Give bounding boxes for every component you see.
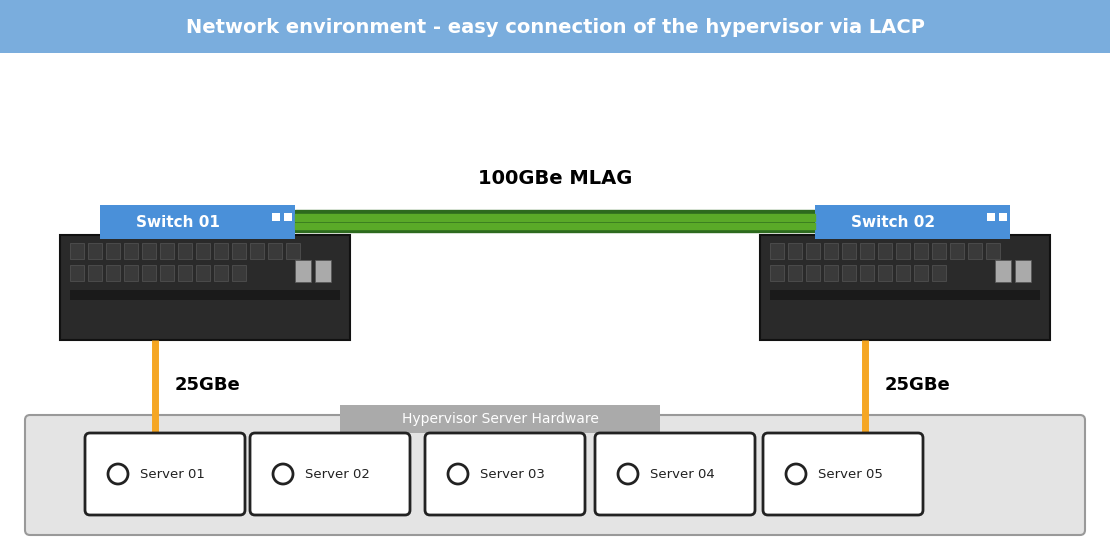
Bar [60,235,350,340]
Text: Server 03: Server 03 [480,468,545,481]
Text: Server 05: Server 05 [818,468,882,481]
Bar [286,243,300,259]
Bar [986,243,1000,259]
Bar [788,265,803,281]
Bar [272,213,280,221]
Bar [268,243,282,259]
Bar [178,265,192,281]
Bar [815,205,1010,239]
Text: Server 02: Server 02 [305,468,370,481]
Bar [896,243,910,259]
Bar [760,235,1050,340]
Bar [100,205,295,239]
Bar [842,265,856,281]
Text: Network environment - easy connection of the hypervisor via LACP: Network environment - easy connection of… [185,17,925,36]
Bar [124,265,138,281]
Bar [878,243,892,259]
Bar [214,243,228,259]
Bar [987,213,995,221]
Text: Hypervisor Server Hardware: Hypervisor Server Hardware [402,412,598,426]
Bar [160,265,174,281]
Bar [878,265,892,281]
Bar [824,265,838,281]
Bar [70,243,84,259]
Bar [196,265,210,281]
Bar [824,243,838,259]
Bar [105,265,120,281]
Bar [70,265,84,281]
Bar [1015,260,1031,282]
FancyBboxPatch shape [85,433,245,515]
Bar [968,243,982,259]
Bar [284,213,292,221]
Bar [914,243,928,259]
Bar [842,243,856,259]
Text: Switch 02: Switch 02 [851,214,935,230]
Bar [232,243,246,259]
Bar [995,260,1011,282]
FancyBboxPatch shape [595,433,755,515]
Bar [232,265,246,281]
Bar [142,265,157,281]
Bar [295,260,311,282]
Bar [914,265,928,281]
Bar [999,213,1007,221]
Bar [896,265,910,281]
Bar [340,405,660,433]
Bar [788,243,803,259]
Text: Switch 01: Switch 01 [137,214,220,230]
Bar [178,243,192,259]
FancyBboxPatch shape [250,433,410,515]
Bar [0,0,1110,53]
Bar [124,243,138,259]
Bar [932,265,946,281]
Bar [315,260,331,282]
Bar [806,265,820,281]
FancyBboxPatch shape [425,433,585,515]
Text: 25GBe: 25GBe [885,376,951,394]
Bar [214,265,228,281]
Bar [105,243,120,259]
Bar [770,265,784,281]
Bar [860,265,874,281]
Bar [250,243,264,259]
Bar [160,243,174,259]
Bar [88,265,102,281]
Bar [196,243,210,259]
Text: 25GBe: 25GBe [175,376,241,394]
Text: Server 01: Server 01 [140,468,205,481]
Text: Server 04: Server 04 [650,468,715,481]
Text: 100GBe MLAG: 100GBe MLAG [477,168,633,187]
Bar [770,290,1040,300]
Bar [860,243,874,259]
FancyBboxPatch shape [763,433,924,515]
Bar [806,243,820,259]
Bar [932,243,946,259]
Bar [142,243,157,259]
Bar [70,290,340,300]
Bar [950,243,963,259]
Bar [770,243,784,259]
Bar [88,243,102,259]
FancyBboxPatch shape [26,415,1084,535]
